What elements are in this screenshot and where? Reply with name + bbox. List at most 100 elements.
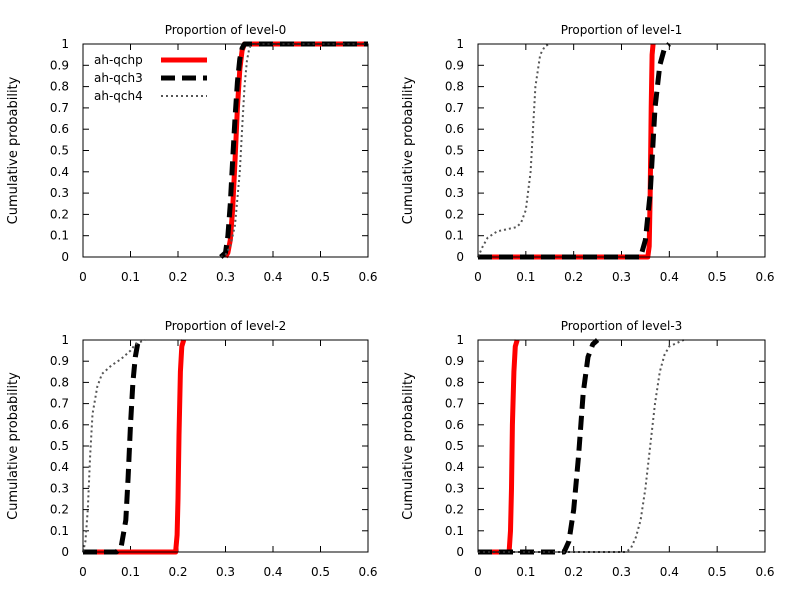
y-tick-label: 0.6	[50, 122, 69, 136]
y-tick-label: 0.3	[50, 186, 69, 200]
chart-title: Proportion of level-2	[165, 319, 287, 333]
x-tick-label: 0.5	[708, 565, 727, 579]
y-tick-label: 0.3	[445, 481, 464, 495]
x-tick-label: 0.1	[516, 270, 535, 284]
y-tick-label: 1	[456, 333, 464, 347]
y-tick-label: 0.7	[445, 101, 464, 115]
y-tick-label: 0.1	[50, 524, 69, 538]
y-tick-label: 0.5	[445, 439, 464, 453]
y-tick-label: 0.1	[445, 229, 464, 243]
y-tick-label: 0.8	[50, 80, 69, 94]
y-tick-label: 0.7	[50, 397, 69, 411]
x-tick-label: 0.4	[263, 270, 282, 284]
x-tick-label: 0.1	[121, 270, 140, 284]
series-line-ah-qch3	[478, 42, 671, 260]
y-tick-label: 0.5	[50, 439, 69, 453]
x-tick-label: 0	[79, 565, 87, 579]
x-tick-label: 0.4	[263, 565, 282, 579]
y-tick-label: 0.4	[445, 460, 464, 474]
x-tick-label: 0.2	[564, 270, 583, 284]
x-tick-label: 0.6	[358, 270, 377, 284]
x-tick-label: 0	[474, 270, 482, 284]
series-line-ah-qch3	[83, 338, 143, 555]
legend: ah-qchp ah-qch3 ah-qch4	[94, 53, 207, 103]
y-tick-label: 0.4	[50, 165, 69, 179]
y-tick-label: 0.9	[50, 354, 69, 368]
x-tick-label: 0.4	[660, 565, 679, 579]
y-tick-label: 0.6	[445, 418, 464, 432]
plot-frame	[477, 43, 766, 258]
y-tick-label: 0	[456, 250, 464, 264]
x-tick-label: 0	[79, 270, 87, 284]
series-line-ah-qch4	[220, 43, 368, 258]
y-tick-label: 0.4	[445, 165, 464, 179]
x-tick-label: 0.5	[708, 270, 727, 284]
legend-label: ah-qch3	[94, 71, 143, 85]
x-tick-label: 0.6	[358, 565, 377, 579]
y-tick-label: 0.9	[50, 58, 69, 72]
plot-frame	[82, 339, 369, 553]
y-axis-label: Cumulative probability	[6, 76, 21, 224]
y-tick-label: 0.7	[445, 397, 464, 411]
y-tick-label: 1	[61, 333, 69, 347]
chart-title: Proportion of level-1	[561, 23, 683, 37]
y-tick-label: 0.8	[50, 375, 69, 389]
chart-panel-0: Proportion of level-0 Cumulative probabil…	[6, 23, 378, 284]
y-tick-label: 0.9	[445, 58, 464, 72]
x-tick-label: 0.1	[516, 565, 535, 579]
x-tick-label: 0.5	[311, 565, 330, 579]
x-tick-label: 0.4	[660, 270, 679, 284]
series-line-ah-qchp	[478, 43, 656, 260]
x-tick-label: 0.2	[564, 565, 583, 579]
y-tick-label: 0	[456, 545, 464, 559]
chart-title: Proportion of level-3	[561, 319, 683, 333]
chart-panel-1: Proportion of level-1 Cumulative probabil…	[401, 23, 775, 284]
series-line-ah-qchp	[223, 41, 368, 259]
y-tick-label: 0.4	[50, 460, 69, 474]
series-line-ah-qch4	[478, 339, 685, 553]
legend-label: ah-qch4	[94, 89, 143, 103]
x-tick-label: 0.6	[755, 270, 774, 284]
y-tick-label: 0.3	[445, 186, 464, 200]
series-line-ah-qch3	[219, 41, 368, 259]
y-tick-label: 0.3	[50, 481, 69, 495]
y-tick-label: 0.6	[445, 122, 464, 136]
chart-panel-3: Proportion of level-3 Cumulative probabil…	[401, 319, 775, 579]
y-tick-label: 1	[61, 37, 69, 51]
y-tick-label: 0.7	[50, 101, 69, 115]
plot-frame	[477, 339, 766, 553]
plot-frame	[82, 43, 369, 258]
y-axis-label: Cumulative probability	[6, 372, 21, 520]
legend-label: ah-qchp	[94, 53, 143, 67]
x-tick-label: 0.3	[612, 565, 631, 579]
y-tick-label: 0.5	[445, 144, 464, 158]
chart-panel-2: Proportion of level-2 Cumulative probabil…	[6, 319, 378, 579]
y-tick-label: 0	[61, 545, 69, 559]
y-tick-label: 0.1	[445, 524, 464, 538]
x-tick-label: 0.1	[121, 565, 140, 579]
y-tick-label: 0.2	[445, 503, 464, 517]
y-tick-label: 0.2	[445, 207, 464, 221]
x-tick-label: 0.3	[216, 565, 235, 579]
chart-title: Proportion of level-0	[165, 23, 287, 37]
y-tick-label: 0.6	[50, 418, 69, 432]
x-tick-label: 0	[474, 565, 482, 579]
y-tick-label: 0.8	[445, 375, 464, 389]
y-tick-label: 0.8	[445, 80, 464, 94]
x-tick-label: 0.5	[311, 270, 330, 284]
x-tick-label: 0.2	[168, 270, 187, 284]
x-tick-label: 0.3	[612, 270, 631, 284]
y-axis-label: Cumulative probability	[401, 76, 416, 224]
x-tick-label: 0.6	[755, 565, 774, 579]
series-line-ah-qch4	[477, 43, 551, 258]
x-tick-label: 0.2	[168, 565, 187, 579]
y-tick-label: 0.2	[50, 503, 69, 517]
y-tick-label: 1	[456, 37, 464, 51]
y-tick-label: 0.5	[50, 144, 69, 158]
y-tick-label: 0	[61, 250, 69, 264]
series-line-ah-qchp	[478, 339, 520, 555]
y-tick-label: 0.1	[50, 229, 69, 243]
series-line-ah-qch3	[478, 338, 600, 555]
y-axis-label: Cumulative probability	[401, 372, 416, 520]
